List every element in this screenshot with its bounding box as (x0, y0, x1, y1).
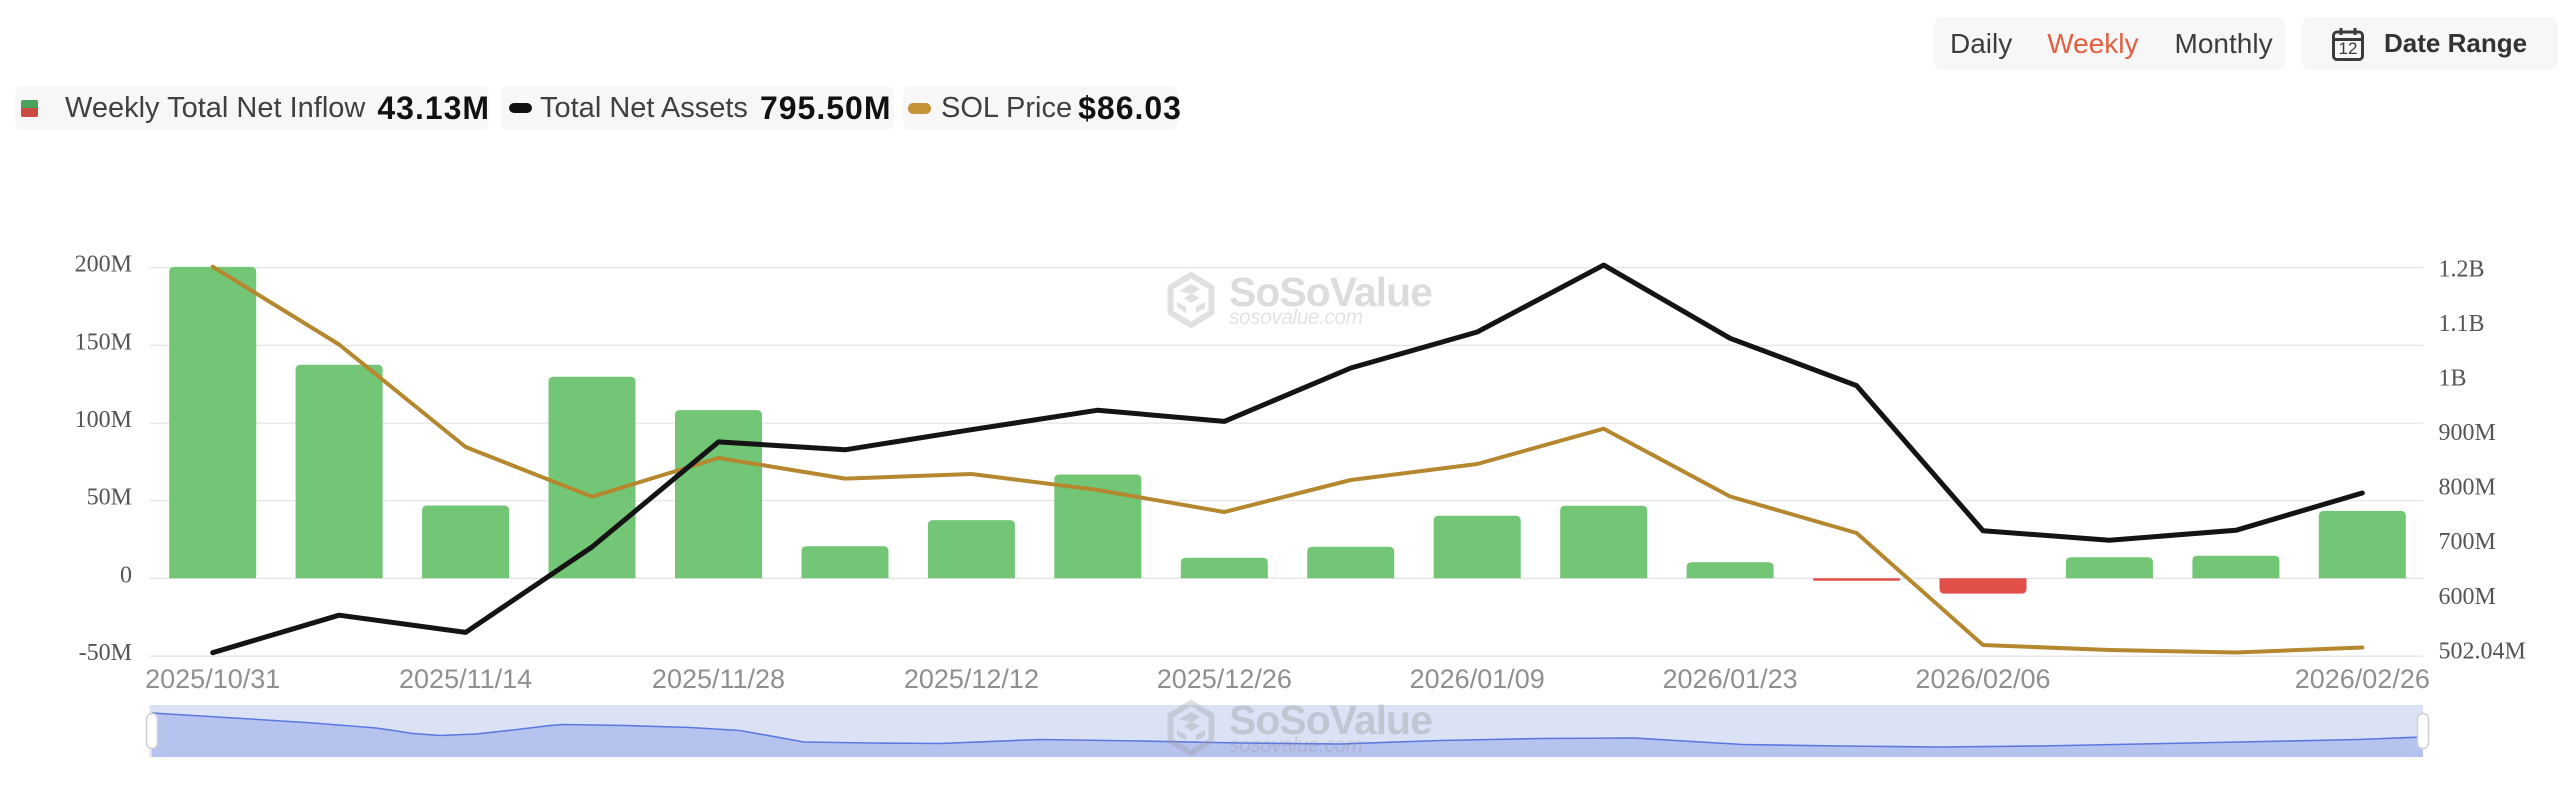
svg-text:2025/12/26: 2025/12/26 (1157, 664, 1292, 694)
svg-text:150M: 150M (75, 329, 132, 355)
svg-text:2025/10/31: 2025/10/31 (145, 664, 280, 694)
svg-text:sosovalue.com: sosovalue.com (1229, 734, 1363, 757)
svg-text:2026/01/09: 2026/01/09 (1410, 664, 1545, 694)
svg-text:1.2B: 1.2B (2439, 256, 2485, 282)
svg-text:-50M: -50M (79, 640, 132, 666)
svg-text:0: 0 (120, 562, 132, 588)
svg-text:502.04M: 502.04M (2439, 638, 2526, 664)
svg-text:600M: 600M (2439, 584, 2496, 610)
svg-text:SoSoValue: SoSoValue (1229, 269, 1432, 315)
svg-text:900M: 900M (2439, 420, 2496, 446)
svg-text:2025/11/14: 2025/11/14 (399, 664, 532, 694)
svg-text:100M: 100M (75, 407, 132, 433)
svg-text:200M: 200M (75, 252, 132, 278)
svg-text:1B: 1B (2439, 366, 2467, 392)
svg-text:2025/12/12: 2025/12/12 (904, 664, 1039, 694)
svg-text:2026/02/26: 2026/02/26 (2295, 664, 2430, 694)
svg-text:sosovalue.com: sosovalue.com (1229, 306, 1363, 329)
svg-text:800M: 800M (2439, 475, 2496, 501)
svg-text:700M: 700M (2439, 529, 2496, 555)
svg-text:SoSoValue: SoSoValue (1229, 697, 1432, 743)
svg-text:2026/01/23: 2026/01/23 (1663, 664, 1798, 694)
svg-text:2025/11/28: 2025/11/28 (652, 664, 785, 694)
svg-text:2026/02/06: 2026/02/06 (1915, 664, 2050, 694)
svg-text:50M: 50M (87, 485, 132, 511)
svg-text:1.1B: 1.1B (2439, 311, 2485, 337)
svg-text:12: 12 (2339, 39, 2358, 58)
